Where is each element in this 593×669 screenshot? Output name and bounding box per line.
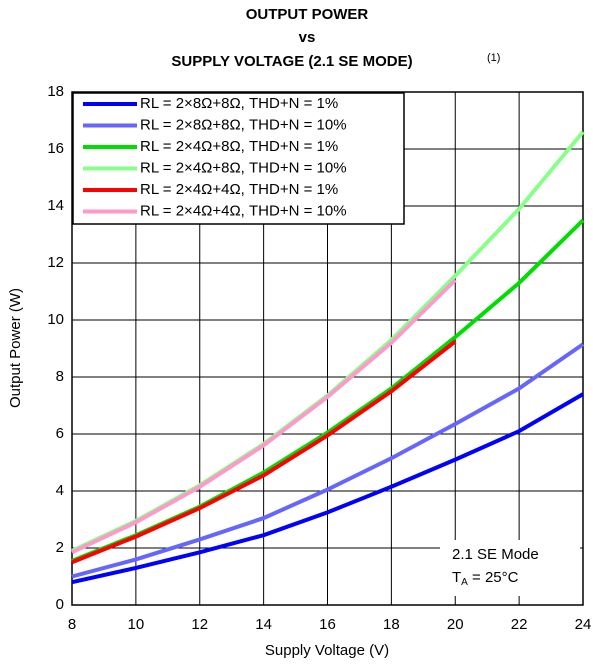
y-tick-label: 4 — [56, 482, 64, 499]
x-tick-label: 12 — [191, 616, 208, 633]
y-tick-label: 18 — [47, 83, 64, 100]
title-line: vs — [299, 29, 316, 46]
series-line — [71, 342, 585, 579]
title-line: SUPPLY VOLTAGE (2.1 SE MODE) — [171, 53, 412, 70]
x-tick-label: 20 — [447, 616, 464, 633]
y-tick-label: 6 — [56, 425, 64, 442]
x-tick-label: 18 — [383, 616, 400, 633]
y-tick-label: 0 — [56, 596, 64, 613]
x-tick-label: 22 — [511, 616, 528, 633]
legend-label: RL = 2×4Ω+8Ω, THD+N = 1% — [140, 138, 338, 155]
y-tick-label: 16 — [47, 140, 64, 157]
x-axis-label: Supply Voltage (V) — [265, 642, 389, 659]
legend-label: RL = 2×8Ω+8Ω, THD+N = 10% — [140, 116, 347, 133]
series-line — [71, 392, 585, 585]
x-tick-label: 24 — [575, 616, 592, 633]
annotation-box — [440, 540, 580, 596]
annotation-part: = 25°C — [468, 569, 519, 586]
legend-box — [72, 92, 405, 225]
x-tick-label: 14 — [255, 616, 272, 633]
annotation: TA = 25°C — [452, 569, 519, 588]
title-line: OUTPUT POWER — [246, 6, 369, 23]
y-tick-label: 12 — [47, 254, 64, 271]
y-tick-label: 2 — [56, 539, 64, 556]
annotation-subscript: A — [461, 577, 468, 588]
series-line — [71, 278, 457, 555]
legend-label: RL = 2×4Ω+8Ω, THD+N = 10% — [140, 159, 347, 176]
y-tick-label: 14 — [47, 197, 64, 214]
x-tick-label: 16 — [319, 616, 336, 633]
legend-label: RL = 2×4Ω+4Ω, THD+N = 10% — [140, 202, 347, 219]
series-line — [71, 339, 457, 565]
x-tick-label: 10 — [128, 616, 145, 633]
y-tick-label: 8 — [56, 368, 64, 385]
title-note: (1) — [487, 52, 500, 64]
annotation-part: T — [452, 569, 461, 586]
legend-label: RL = 2×4Ω+4Ω, THD+N = 1% — [140, 181, 338, 198]
plot-frame — [71, 91, 584, 606]
y-tick-label: 10 — [47, 311, 64, 328]
legend-label: RL = 2×8Ω+8Ω, THD+N = 1% — [140, 95, 338, 112]
x-tick-label: 8 — [68, 616, 76, 633]
y-axis-label: Output Power (W) — [7, 288, 24, 408]
annotation: 2.1 SE Mode — [452, 546, 539, 563]
